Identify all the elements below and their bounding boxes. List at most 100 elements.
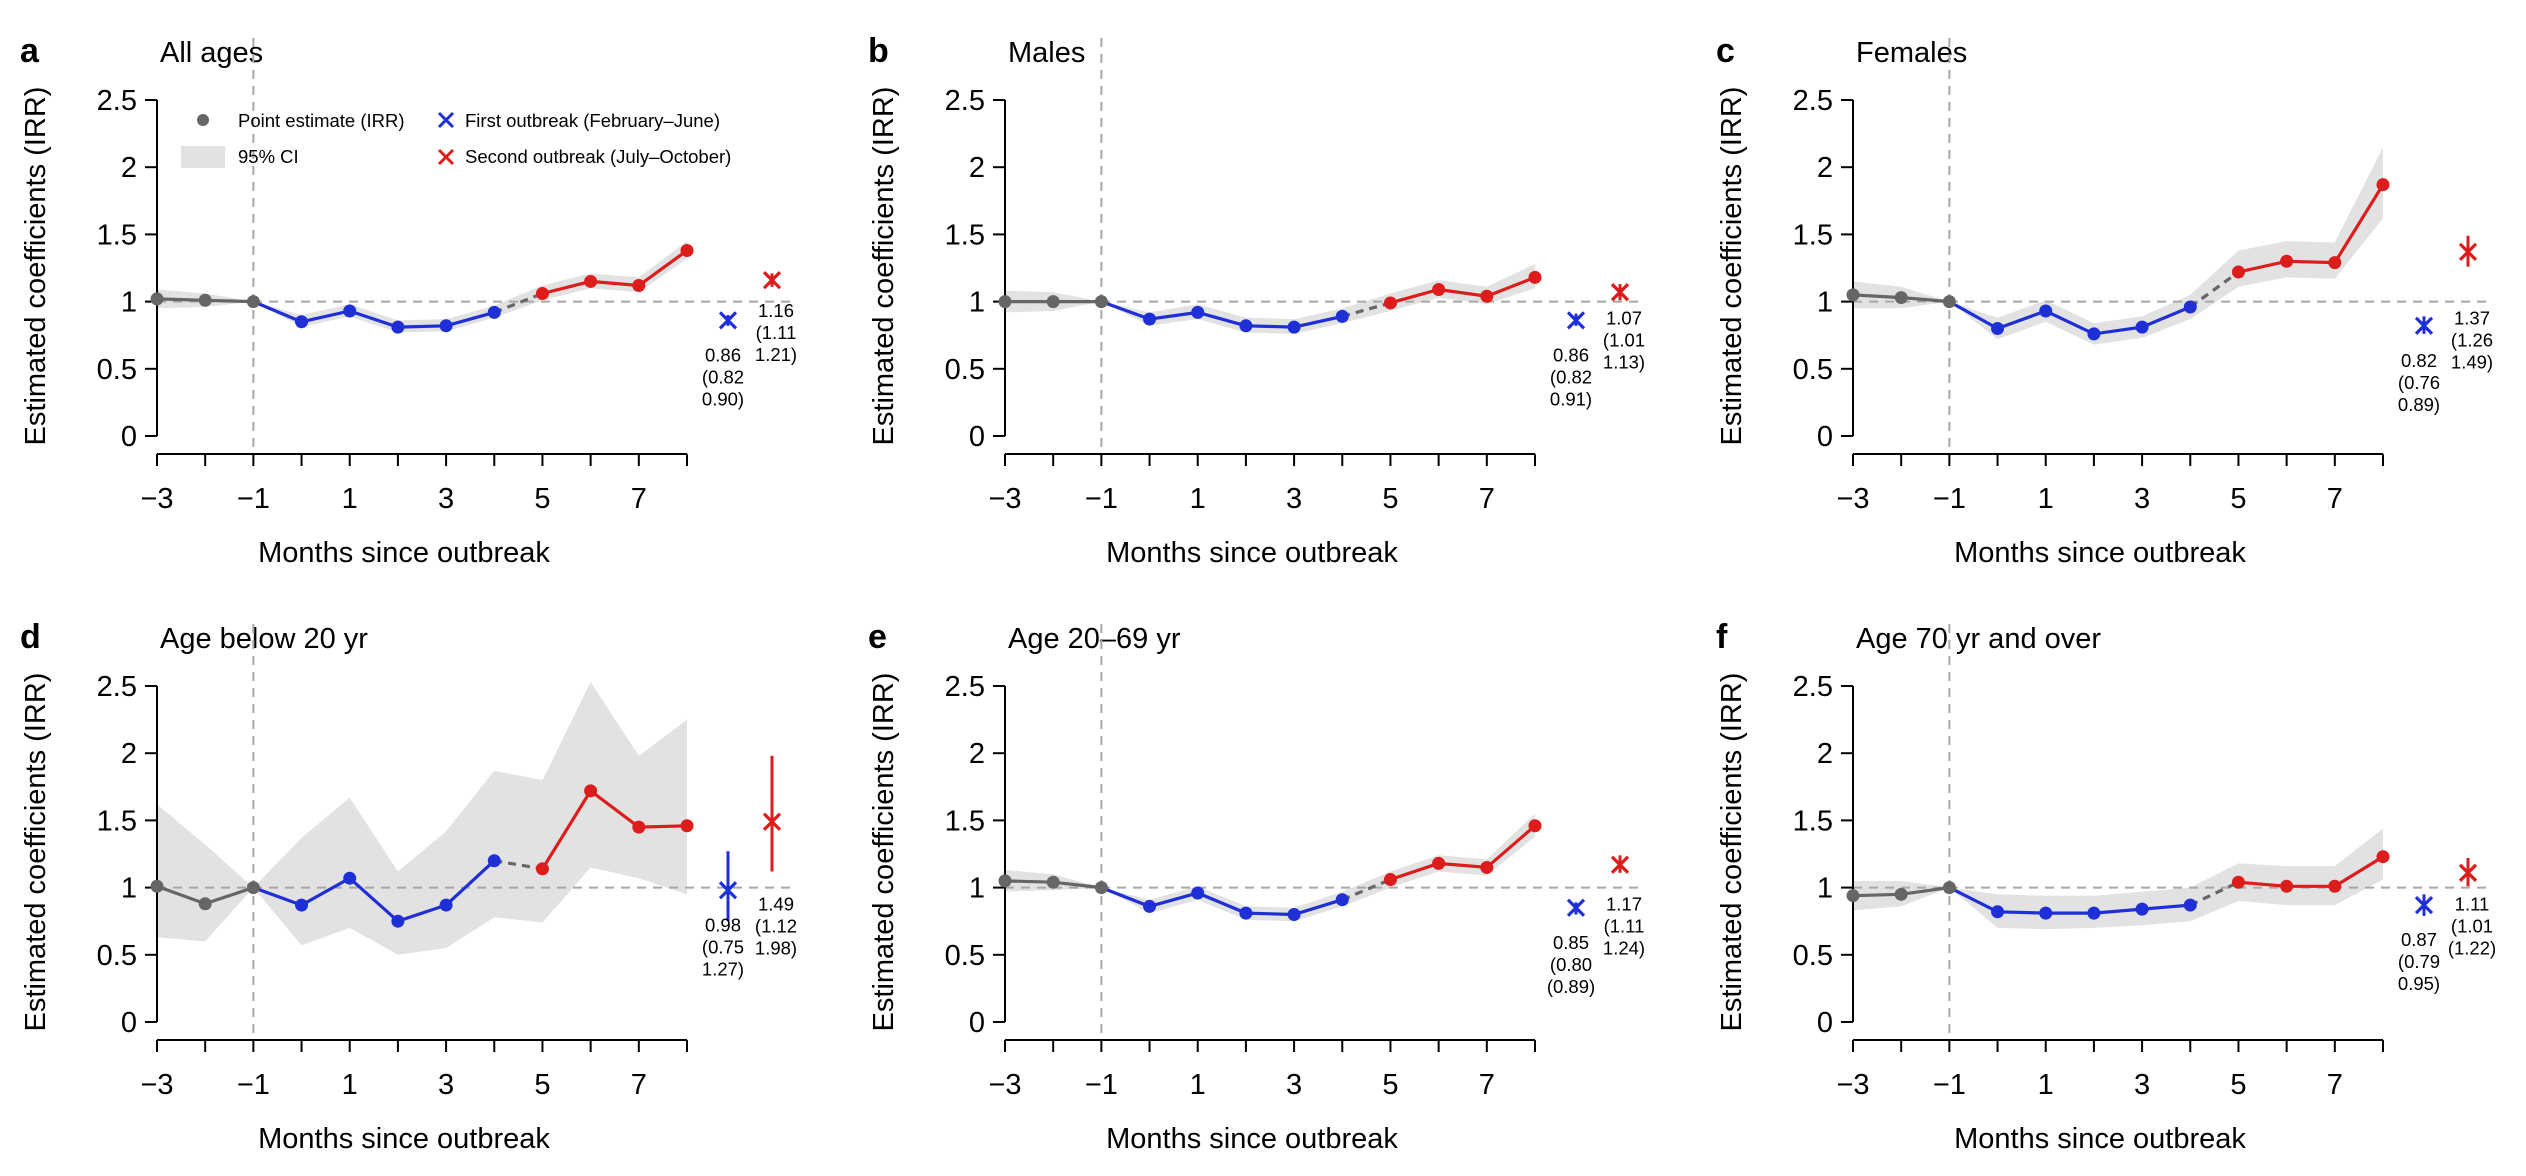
x-tick-label: 5	[534, 483, 550, 515]
point-estimate-month-6	[1432, 856, 1446, 870]
x-tick-label: 1	[342, 1069, 358, 1101]
y-axis-label: Estimated coefficients (IRR)	[20, 673, 52, 1032]
point-estimate-month--2	[1894, 887, 1908, 901]
first-outbreak-value-label: 0.89)	[2398, 394, 2440, 415]
point-estimate-month-8	[2376, 850, 2390, 864]
point-estimate-month-3	[2135, 902, 2149, 916]
second-outbreak-value-label: 1.49)	[2451, 352, 2493, 373]
x-tick-label: 7	[631, 1069, 647, 1101]
second-outbreak-line	[2238, 183, 2385, 274]
point-estimate-month--1	[246, 881, 260, 895]
point-estimate-month-8	[1528, 270, 1542, 284]
panel-c: c Females 0 0.5 1 1.5 2 2.5 −3 −1 1 3 5 7 Months since…	[1716, 32, 2493, 569]
y-tick-label: 1.5	[97, 805, 137, 837]
second-outbreak-summary-marker	[2458, 242, 2478, 262]
y-axis-label: Estimated coefficients (IRR)	[868, 673, 900, 1032]
first-outbreak-line	[252, 859, 496, 924]
first-outbreak-value-label: 1.27)	[702, 958, 744, 979]
second-outbreak-summary-marker	[762, 812, 782, 831]
first-outbreak-summary-marker	[2414, 316, 2434, 335]
second-outbreak-summary-marker	[1610, 283, 1630, 302]
panel-letter: b	[868, 32, 889, 70]
y-tick-label: 0	[969, 1007, 985, 1039]
ci-band	[1853, 147, 2383, 345]
second-outbreak-line	[541, 788, 688, 870]
second-outbreak-value-label: 1.11	[2455, 894, 2490, 915]
first-outbreak-line	[1948, 300, 2191, 336]
first-outbreak-value-label: 0.86	[705, 344, 741, 365]
y-tick-label: 2	[969, 738, 985, 770]
first-outbreak-line	[1948, 886, 2191, 915]
panel-letter: f	[1716, 618, 1728, 656]
y-tick-label: 0	[969, 421, 985, 453]
point-estimate-month-0	[295, 315, 309, 329]
second-outbreak-value-label: 1.37	[2454, 308, 2490, 329]
first-outbreak-value-label: 0.98	[705, 914, 741, 935]
second-outbreak-value-label: (1.11	[756, 322, 797, 343]
x-tick-label: −1	[1933, 1069, 1966, 1101]
point-estimate-month-0	[1143, 899, 1157, 913]
panel-title: Males	[1008, 37, 1085, 69]
x-tick-label: 1	[2038, 1069, 2054, 1101]
second-outbreak-summary-marker	[2458, 863, 2478, 882]
point-estimate-month-3	[439, 898, 453, 912]
y-tick-label: 0	[1817, 1007, 1833, 1039]
first-outbreak-value-label: 0.91)	[1550, 388, 1592, 409]
y-tick-label: 1.5	[1793, 219, 1833, 251]
point-estimate-month-8	[1528, 819, 1542, 833]
y-tick-label: 1	[969, 287, 985, 319]
x-tick-label: 3	[1286, 1069, 1302, 1101]
y-tick-label: 0	[1817, 421, 1833, 453]
y-tick-label: 0.5	[97, 940, 137, 972]
first-outbreak-value-label: (0.82	[1550, 366, 1592, 387]
ci-band	[1005, 813, 1535, 922]
point-estimate-month-7	[2328, 879, 2342, 893]
x-tick-label: −3	[1836, 1069, 1869, 1101]
second-outbreak-line	[542, 249, 688, 296]
point-estimate-month-0	[1991, 321, 2005, 335]
y-tick-label: 1.5	[945, 219, 985, 251]
second-outbreak-value-label: 1.07	[1606, 308, 1642, 329]
x-tick-label: −1	[237, 1069, 270, 1101]
legend-point-label: Point estimate (IRR)	[238, 110, 405, 131]
y-tick-label: 2	[1817, 152, 1833, 184]
x-axis-label: Months since outbreak	[1106, 1123, 1398, 1155]
y-tick-label: 2.5	[945, 671, 985, 703]
x-tick-label: 5	[1382, 483, 1398, 515]
point-estimate-month--3	[150, 292, 164, 306]
point-estimate-month-5	[2231, 265, 2245, 279]
second-outbreak-line	[2238, 855, 2384, 888]
second-outbreak-value-label: 1.16	[758, 300, 794, 321]
transition-line	[493, 292, 544, 314]
x-tick-label: −1	[1085, 1069, 1118, 1101]
y-axis-label: Estimated coefficients (IRR)	[1716, 673, 1748, 1032]
transition-line	[2189, 270, 2240, 309]
first-outbreak-value-label: (0.82	[702, 366, 744, 387]
point-estimate-month-1	[2039, 304, 2053, 318]
x-tick-label: −3	[140, 483, 173, 515]
panel-letter: e	[868, 618, 887, 656]
second-outbreak-value-label: (1.12	[755, 916, 797, 937]
point-estimate-month-1	[343, 304, 357, 318]
point-estimate-month-7	[1480, 289, 1494, 303]
y-tick-label: 0	[121, 421, 137, 453]
point-estimate-month-6	[584, 784, 598, 798]
x-tick-label: 1	[342, 483, 358, 515]
y-tick-label: 2	[121, 152, 137, 184]
point-estimate-month-4	[487, 305, 501, 319]
x-tick-label: −1	[1085, 483, 1118, 515]
first-outbreak-summary-marker	[1566, 898, 1586, 917]
x-tick-label: −1	[1933, 483, 1966, 515]
point-estimate-month-0	[1143, 312, 1157, 326]
x-tick-label: 5	[534, 1069, 550, 1101]
point-estimate-month--1	[1094, 295, 1108, 309]
point-estimate-month-2	[1239, 319, 1253, 333]
point-estimate-month--1	[1942, 881, 1956, 895]
point-estimate-month-1	[2039, 906, 2053, 920]
point-estimate-month-4	[1335, 309, 1349, 323]
x-tick-label: −3	[1836, 483, 1869, 515]
x-tick-label: 3	[438, 1069, 454, 1101]
x-tick-label: 3	[2134, 1069, 2150, 1101]
x-tick-label: 7	[2327, 1069, 2343, 1101]
